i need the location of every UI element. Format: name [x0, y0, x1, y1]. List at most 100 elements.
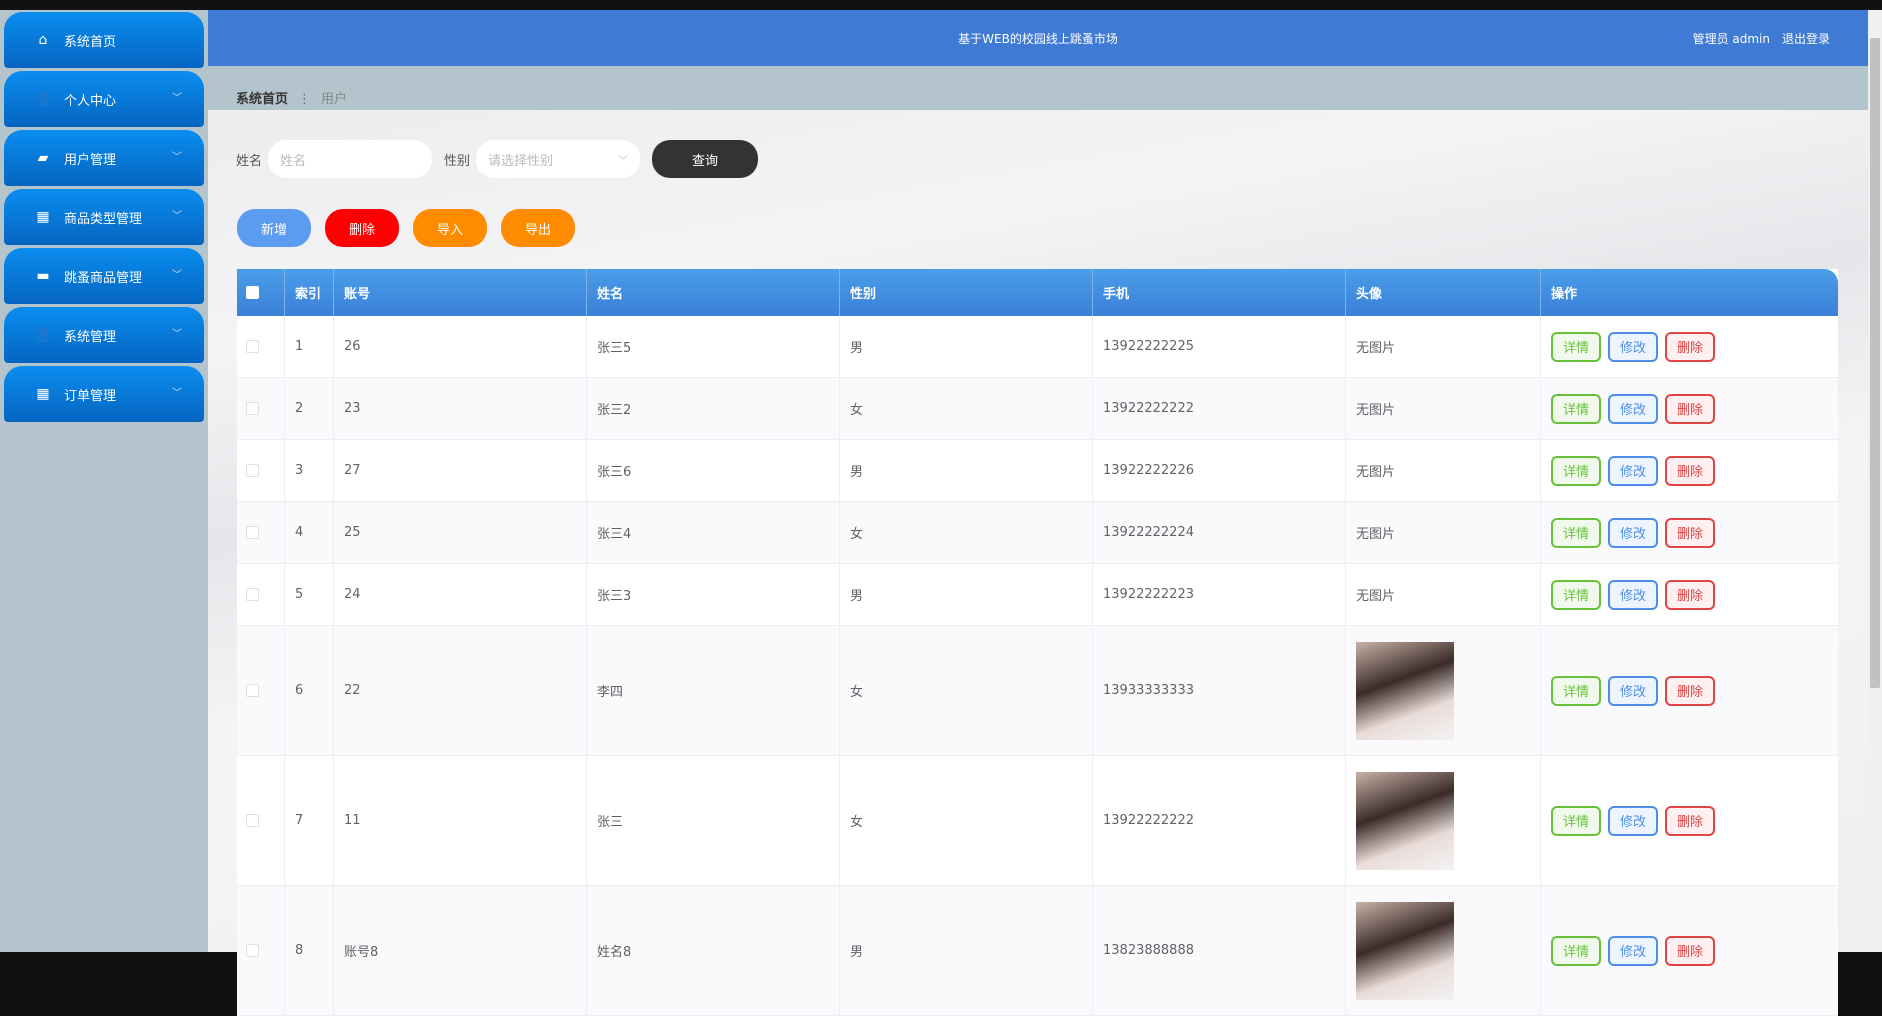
page: ⌂ 系统首页 👤 个人中心 ﹀ ▰ 用户管理 ﹀ ▦ 商品类型管理 ﹀ ▬ 跳蚤商品管理 ﹀ 👤 系统管理 ﹀ ▦… — [0, 10, 1868, 1016]
column-header: 操作 — [1551, 287, 1578, 302]
row-checkbox[interactable] — [246, 944, 259, 957]
row-checkbox[interactable] — [246, 588, 259, 601]
row-checkbox[interactable] — [246, 814, 259, 827]
cell-gender: 男 — [840, 316, 1093, 377]
sidebar-item-5[interactable]: 👤 系统管理 ﹀ — [4, 307, 204, 363]
cell-account: 23 — [334, 378, 587, 439]
sidebar-item-2[interactable]: ▰ 用户管理 ﹀ — [4, 130, 204, 186]
delete-button[interactable]: 删除 — [325, 209, 399, 247]
select-all-checkbox[interactable] — [246, 286, 259, 299]
edit-button[interactable]: 修改 — [1608, 331, 1658, 362]
cell-phone: 13922222222 — [1093, 756, 1346, 885]
table-row: 1 26 张三5 男 13922222225 无图片 详情 修改 删除 — [237, 316, 1838, 378]
cell-index: 8 — [285, 886, 334, 1015]
cell-account: 27 — [334, 440, 587, 501]
sidebar-item-label: 系统管理 — [64, 329, 117, 345]
name-placeholder: 姓名 — [280, 153, 307, 169]
current-user: 管理员 admin — [1692, 32, 1770, 46]
scrollbar[interactable] — [1868, 10, 1882, 952]
cell-account: 22 — [334, 626, 587, 755]
gender-select[interactable]: 请选择性别 ﹀ — [476, 140, 641, 178]
edit-button[interactable]: 修改 — [1608, 935, 1658, 966]
chevron-down-icon: ﹀ — [172, 329, 182, 340]
row-checkbox[interactable] — [246, 340, 259, 353]
scrollbar-thumb[interactable] — [1870, 38, 1880, 688]
sidebar-item-0[interactable]: ⌂ 系统首页 — [4, 12, 204, 68]
cell-account: 11 — [334, 756, 587, 885]
detail-button[interactable]: 详情 — [1551, 393, 1601, 424]
avatar — [1356, 771, 1454, 870]
logout-link[interactable]: 退出登录 — [1781, 32, 1830, 46]
sidebar-item-1[interactable]: 👤 个人中心 ﹀ — [4, 71, 204, 127]
row-delete-button[interactable]: 删除 — [1665, 675, 1715, 706]
row-delete-button[interactable]: 删除 — [1665, 935, 1715, 966]
table-row: 6 22 李四女 13933333333 详情 修改 删除 — [237, 626, 1838, 756]
cell-gender: 女 — [840, 502, 1093, 563]
add-button[interactable]: 新增 — [237, 209, 311, 247]
breadcrumb-home[interactable]: 系统首页 — [236, 92, 289, 107]
grid-icon: ▦ — [36, 386, 50, 402]
edit-button[interactable]: 修改 — [1608, 805, 1658, 836]
column-header: 索引 — [285, 269, 334, 316]
sidebar: ⌂ 系统首页 👤 个人中心 ﹀ ▰ 用户管理 ﹀ ▦ 商品类型管理 ﹀ ▬ 跳蚤商品管理 ﹀ 👤 系统管理 ﹀ ▦… — [0, 10, 208, 952]
row-checkbox[interactable] — [246, 402, 259, 415]
cell-account: 25 — [334, 502, 587, 563]
cell-name: 张三2 — [587, 378, 840, 439]
cell-index: 2 — [285, 378, 334, 439]
edit-button[interactable]: 修改 — [1608, 517, 1658, 548]
cell-gender: 女 — [840, 756, 1093, 885]
cell-index: 3 — [285, 440, 334, 501]
export-button[interactable]: 导出 — [501, 209, 575, 247]
sidebar-item-3[interactable]: ▦ 商品类型管理 ﹀ — [4, 189, 204, 245]
cell-phone: 13922222225 — [1093, 316, 1346, 377]
cell-index: 7 — [285, 756, 334, 885]
row-checkbox[interactable] — [246, 464, 259, 477]
user-icon: 👤 — [34, 327, 52, 343]
chevron-down-icon: ﹀ — [172, 93, 182, 104]
chevron-down-icon: ﹀ — [172, 388, 182, 399]
row-delete-button[interactable]: 删除 — [1665, 579, 1715, 610]
chevron-down-icon: ﹀ — [172, 270, 182, 281]
row-delete-button[interactable]: 删除 — [1665, 805, 1715, 836]
row-delete-button[interactable]: 删除 — [1665, 331, 1715, 362]
cell-name: 张三6 — [587, 440, 840, 501]
detail-button[interactable]: 详情 — [1551, 805, 1601, 836]
row-delete-button[interactable]: 删除 — [1665, 517, 1715, 548]
detail-button[interactable]: 详情 — [1551, 331, 1601, 362]
cell-avatar: 无图片 — [1356, 589, 1396, 604]
edit-button[interactable]: 修改 — [1608, 675, 1658, 706]
row-delete-button[interactable]: 删除 — [1665, 393, 1715, 424]
detail-button[interactable]: 详情 — [1551, 455, 1601, 486]
chevron-down-icon: ﹀ — [172, 211, 182, 222]
search-bar: 姓名 姓名 性别 请选择性别 ﹀ 查询 — [236, 140, 759, 178]
cell-name: 张三 — [587, 756, 840, 885]
sidebar-item-4[interactable]: ▬ 跳蚤商品管理 ﹀ — [4, 248, 204, 304]
row-delete-button[interactable]: 删除 — [1665, 455, 1715, 486]
detail-button[interactable]: 详情 — [1551, 935, 1601, 966]
cell-phone: 13823888888 — [1093, 886, 1346, 1015]
app-title: 基于WEB的校园线上跳蚤市场 — [958, 32, 1118, 46]
import-button[interactable]: 导入 — [413, 209, 487, 247]
cell-avatar: 无图片 — [1356, 527, 1396, 542]
name-input[interactable]: 姓名 — [268, 140, 433, 178]
column-header: 账号 — [334, 269, 587, 316]
detail-button[interactable]: 详情 — [1551, 579, 1601, 610]
cell-index: 5 — [285, 564, 334, 625]
detail-button[interactable]: 详情 — [1551, 675, 1601, 706]
sidebar-item-6[interactable]: ▦ 订单管理 ﹀ — [4, 366, 204, 422]
breadcrumb: 系统首页 ⋮ 用户 — [208, 66, 1868, 110]
cell-index: 6 — [285, 626, 334, 755]
user-icon: 👤 — [34, 91, 52, 107]
table-row: 8 账号8 姓名8 男 13823888888 详情 修改 删除 — [237, 886, 1838, 1016]
edit-button[interactable]: 修改 — [1608, 579, 1658, 610]
row-checkbox[interactable] — [246, 526, 259, 539]
column-header: 手机 — [1093, 269, 1346, 316]
user-table: 索引 账号 姓名 性别 手机 头像 操作 1 26 张三5 男 13922222225 无图片 详情 修改删… — [237, 269, 1838, 1016]
row-checkbox[interactable] — [246, 684, 259, 697]
detail-button[interactable]: 详情 — [1551, 517, 1601, 548]
edit-button[interactable]: 修改 — [1608, 455, 1658, 486]
home-icon: ⌂ — [38, 32, 48, 48]
query-button[interactable]: 查询 — [652, 140, 759, 178]
edit-button[interactable]: 修改 — [1608, 393, 1658, 424]
cell-avatar: 无图片 — [1356, 403, 1396, 418]
